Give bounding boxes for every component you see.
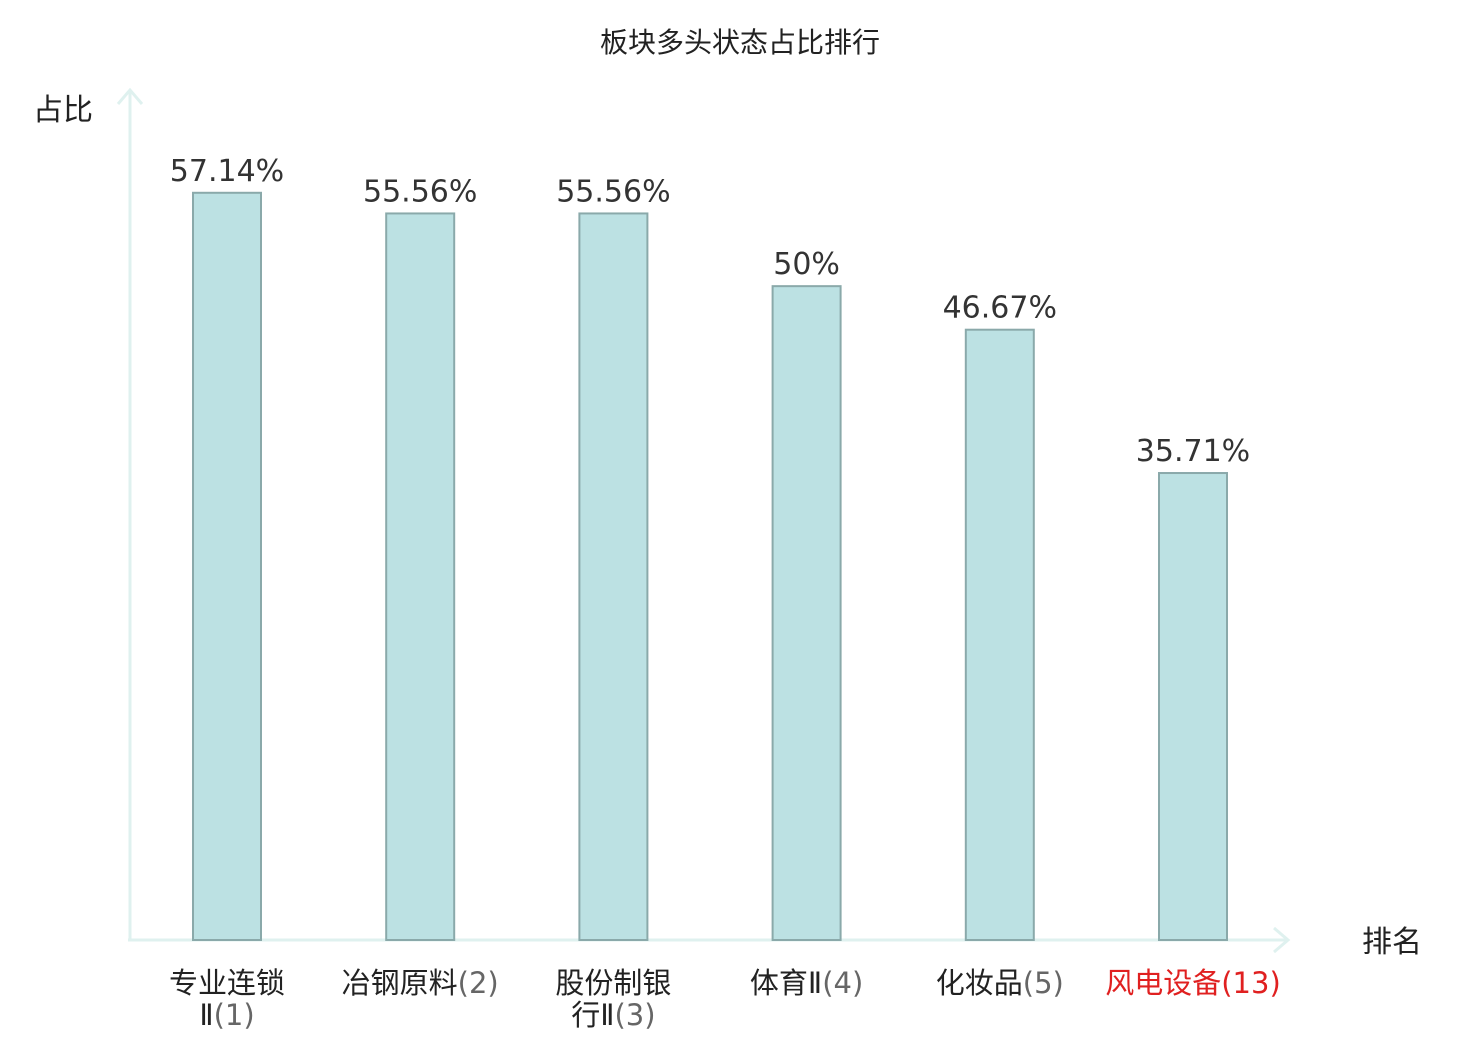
value-label-1: 57.14%	[170, 154, 284, 189]
value-labels: 57.14% 55.56% 55.56% 50% 46.67% 35.71%	[170, 154, 1250, 469]
x-axis: 排名	[128, 925, 1422, 960]
bar-2	[385, 212, 456, 941]
value-label-6: 35.71%	[1136, 434, 1250, 469]
bar-6	[1158, 472, 1228, 941]
x-axis-label: 排名	[1362, 925, 1422, 960]
chart-title: 板块多头状态占比排行	[600, 26, 880, 59]
value-label-2: 55.56%	[363, 174, 477, 209]
bar-1	[192, 191, 262, 942]
bar-series	[192, 191, 1228, 942]
category-label-3: 股份制银行Ⅱ(3)	[555, 966, 671, 1032]
category-label-2: 冶钢原料(2)	[342, 966, 499, 1000]
category-label-4: 体育Ⅱ(4)	[750, 966, 863, 1000]
value-label-3: 55.56%	[556, 174, 670, 209]
category-label-1: 专业连锁 Ⅱ(1)	[169, 966, 285, 1032]
value-label-4: 50%	[773, 247, 840, 282]
category-label-6: 风电设备(13)	[1105, 966, 1281, 1000]
category-label-5: 化妆品(5)	[936, 966, 1064, 1000]
y-axis: 占比	[33, 87, 144, 940]
bar-5	[964, 328, 1035, 941]
bar-4	[771, 285, 842, 941]
bar-3	[578, 212, 649, 941]
value-label-5: 46.67%	[943, 291, 1057, 326]
category-labels: 专业连锁 Ⅱ(1) 冶钢原料(2) 股份制银行Ⅱ(3) 体育Ⅱ(4) 化妆品(5) 风电设备…	[169, 966, 1281, 1032]
y-axis-label: 占比	[33, 93, 93, 128]
